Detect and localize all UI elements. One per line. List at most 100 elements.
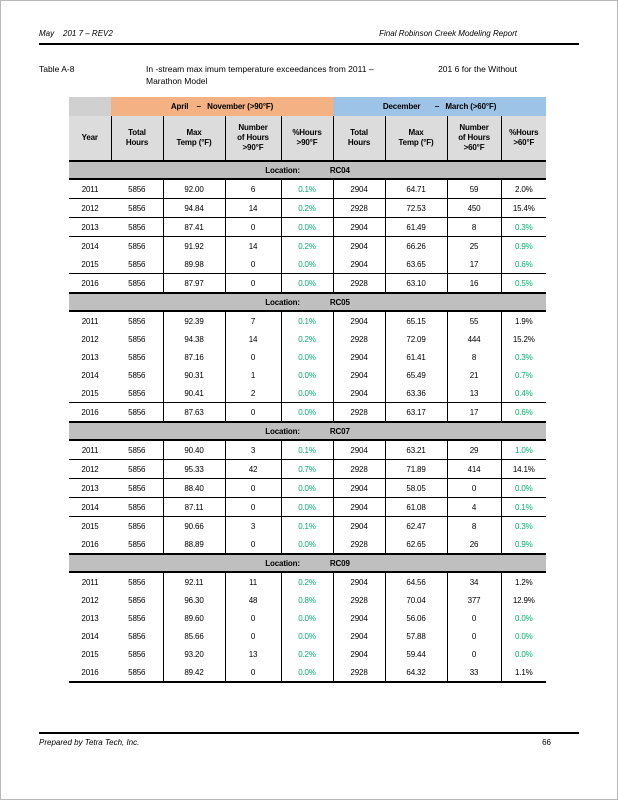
location-row: Location: RC04 [69, 160, 547, 180]
table-row: 2015 5856 90.41 2 0.0% 2904 63.36 13 0.4% [69, 384, 547, 403]
total-hours-dec-cell: 2904 [332, 516, 386, 535]
hours-gt60-cell: 4 [446, 497, 502, 517]
max-temp-apr-cell: 94.84 [162, 198, 225, 218]
pct-gt60-cell: 1.0% [500, 440, 547, 460]
max-temp-dec-cell: 59.44 [384, 645, 448, 663]
total-hours-dec-cell: 2904 [332, 440, 386, 460]
total-hours-dec-cell: 2904 [332, 311, 386, 330]
total-hours-apr-cell: 5856 [128, 521, 146, 531]
total-hours-apr-cell: 5856 [111, 440, 163, 460]
year-cell: 2012 [69, 198, 111, 218]
column-header-max-temp-dec: Max Temp (°F) [384, 116, 448, 162]
column-header-year: Year [69, 116, 111, 162]
pct-gt60-cell: 0.9% [500, 236, 547, 255]
pct-gt60-cell: 15.4% [500, 198, 547, 218]
year-cell: 2014 [81, 631, 99, 641]
total-hours-dec-cell: 2904 [332, 609, 386, 627]
year-cell: 2015 [81, 649, 99, 659]
hours-gt60-cell: 26 [446, 535, 502, 554]
year-cell: 2013 [69, 217, 111, 237]
pct-gt60-cell: 14.1% [500, 459, 547, 479]
total-hours-dec-cell: 2904 [332, 627, 386, 645]
max-temp-apr-cell: 92.39 [162, 311, 225, 330]
hours-gt90-cell: 0 [224, 478, 281, 498]
total-hours-dec-cell: 2904 [332, 645, 386, 663]
pct-gt90-cell: 0.2% [280, 236, 334, 255]
year-cell: 2015 [69, 384, 111, 403]
pct-gt90-cell: 0.1% [280, 179, 334, 199]
pct-gt90-cell: 0.1% [280, 440, 334, 460]
max-temp-apr-cell: 89.42 [162, 663, 225, 683]
max-temp-dec-cell: 63.36 [384, 384, 448, 403]
year-cell: 2015 [69, 255, 111, 274]
hours-gt60-cell: 414 [446, 459, 502, 479]
total-hours-dec-cell: 2904 [332, 217, 386, 237]
max-temp-apr-cell: 96.30 [162, 591, 225, 609]
pct-gt90-cell: 0.0% [280, 255, 334, 274]
hours-gt90-cell: 14 [224, 236, 281, 255]
running-head-right: Final Robinson Creek Modeling Report [379, 29, 517, 38]
year-cell: 2014 [81, 241, 99, 251]
max-temp-apr-cell: 95.33 [162, 459, 225, 479]
total-hours-apr-cell: 5856 [128, 577, 146, 587]
pct-gt90-cell: 0.0% [280, 497, 334, 517]
pct-gt60-cell: 1.2% [500, 572, 547, 591]
total-hours-apr-cell: 5856 [111, 198, 163, 218]
hours-gt90-cell: 1 [224, 366, 281, 384]
pct-gt60-cell: 0.6% [500, 402, 547, 422]
pct-gt60-cell: 0.7% [500, 366, 547, 384]
table-row: 2012 5856 96.30 48 0.8% 2928 70.04 377 12.9% [69, 591, 547, 609]
total-hours-apr-cell: 5856 [111, 217, 163, 237]
total-hours-dec-cell: 2928 [332, 591, 386, 609]
location-row: Location: RC09 [69, 553, 547, 573]
hours-gt60-cell: 25 [446, 236, 502, 255]
hours-gt90-cell: 13 [224, 645, 281, 663]
max-temp-apr-cell: 90.31 [162, 366, 225, 384]
pct-gt60-cell: 0.0% [500, 627, 547, 645]
table-caption-line1: In -stream max imum temperature exceedan… [146, 63, 579, 75]
hours-gt60-cell: 55 [446, 311, 502, 330]
table-row: 2013 5856 87.16 0 0.0% 2904 61.41 8 0.3% [69, 348, 547, 366]
hours-gt90-cell: 0 [224, 402, 281, 422]
total-hours-apr-cell: 5856 [111, 179, 163, 199]
hours-gt60-cell: 0 [446, 478, 502, 498]
total-hours-dec-cell: 2928 [332, 330, 386, 348]
total-hours-apr-cell: 5856 [128, 407, 146, 417]
table-row: 2011 5856 92.39 7 0.1% 2904 65.15 55 1.9% [69, 311, 547, 330]
hours-gt60-cell: 8 [446, 516, 502, 535]
total-hours-apr-cell: 5856 [128, 241, 146, 251]
hours-gt60-cell: 0 [446, 645, 502, 663]
column-header-hours-gt90: Number of Hours >90°F [224, 116, 281, 162]
hours-gt60-cell: 8 [446, 348, 502, 366]
running-head: May 201 7 – REV2 Final Robinson Creek Mo… [39, 29, 579, 45]
footer-page-number: 66 [542, 738, 551, 747]
max-temp-dec-cell: 63.21 [384, 440, 448, 460]
hours-gt90-cell: 0 [224, 273, 281, 293]
table-row: 2016 5856 89.42 0 0.0% 2928 64.32 33 1.1% [69, 663, 547, 683]
total-hours-apr-cell: 5856 [128, 539, 146, 549]
location-label: Location: [265, 558, 300, 568]
total-hours-apr-cell: 5856 [128, 278, 146, 288]
max-temp-dec-cell: 64.56 [384, 572, 448, 591]
location-name: RC07 [329, 426, 350, 436]
group-header-row: April – November (>90°F) December – Marc… [69, 97, 547, 116]
total-hours-dec-cell: 2904 [332, 572, 386, 591]
pct-gt90-cell: 0.0% [280, 348, 334, 366]
total-hours-apr-cell: 5856 [111, 255, 163, 274]
hours-gt60-cell: 0 [446, 627, 502, 645]
hours-gt90-cell: 6 [224, 179, 281, 199]
year-cell: 2011 [69, 440, 111, 460]
hours-gt90-cell: 7 [224, 311, 281, 330]
pct-gt90-cell: 0.2% [280, 645, 334, 663]
max-temp-apr-cell: 87.97 [162, 273, 225, 293]
pct-gt60-cell: 0.3% [500, 217, 547, 237]
total-hours-dec-cell: 2928 [332, 273, 386, 293]
max-temp-dec-cell: 57.88 [384, 627, 448, 645]
table-row: 2014 5856 90.31 1 0.0% 2904 65.49 21 0.7% [69, 366, 547, 384]
year-cell: 2012 [81, 334, 99, 344]
total-hours-dec-cell: 2904 [332, 478, 386, 498]
table-caption-line1-left: In -stream max imum temperature exceedan… [146, 64, 374, 74]
table-row: 2012 5856 95.33 42 0.7% 2928 71.89 414 14.1% [69, 459, 547, 479]
table-row: 2013 5856 88.40 0 0.0% 2904 58.05 0 0.0% [69, 478, 547, 498]
location-row: Location: RC05 [69, 292, 547, 312]
